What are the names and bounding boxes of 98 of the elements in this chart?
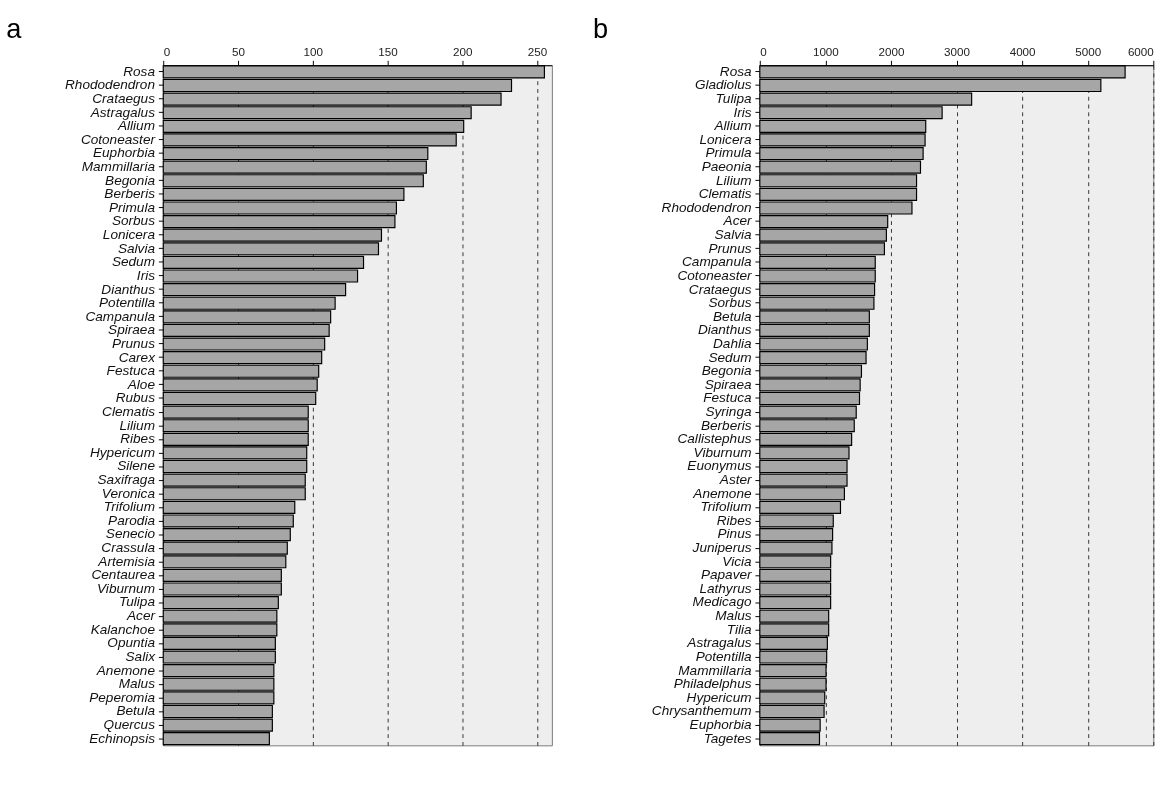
y-tick-label: Dianthus	[101, 281, 156, 297]
y-tick-label: Sedum	[111, 254, 155, 270]
y-tick-label: Callistephus	[677, 431, 752, 447]
y-tick-label: Aloe	[126, 376, 156, 392]
y-tick-label: Gladiolus	[694, 77, 752, 93]
y-tick-label: Begonia	[105, 172, 156, 188]
y-tick-label: Quercus	[103, 716, 156, 732]
y-tick-label: Berberis	[104, 186, 156, 202]
y-tick-label: Lonicera	[699, 131, 752, 147]
y-tick-label: Salix	[125, 648, 157, 664]
y-tick-label: Lilium	[119, 417, 155, 433]
y-tick-label: Vicia	[722, 553, 752, 569]
x-tick-label: 50	[231, 44, 246, 58]
y-tick-label: Ribes	[716, 512, 752, 528]
y-tick-label: Saxifraga	[97, 472, 156, 488]
y-tick-label: Malus	[118, 676, 156, 692]
y-tick-label: Malus	[715, 608, 752, 624]
x-tick-label: 0	[163, 44, 171, 58]
y-tick-label: Anemone	[692, 485, 752, 501]
x-tick-label: 4000	[1009, 44, 1037, 58]
y-tick-label: Silene	[117, 458, 156, 474]
y-tick-label: Sedum	[708, 349, 752, 365]
y-tick-label: Mammillaria	[81, 159, 156, 175]
y-tick-label: Iris	[136, 267, 156, 283]
y-tick-label: Astragalus	[686, 635, 752, 651]
y-tick-label: Cotoneaster	[80, 131, 156, 147]
y-tick-label: Euonymus	[687, 458, 752, 474]
y-tick-label: Lonicera	[102, 227, 156, 243]
x-tick-label: 6000	[1127, 44, 1155, 58]
x-tick-label: 3000	[944, 44, 971, 58]
y-tick-label: Allium	[713, 118, 752, 134]
y-tick-label: Papaver	[700, 567, 753, 583]
x-tick-label: 200	[452, 44, 473, 58]
y-tick-label: Primula	[705, 145, 752, 161]
y-tick-label: Artemisia	[97, 553, 156, 569]
y-tick-label: Crassula	[101, 540, 156, 556]
y-tick-label: Hypericum	[90, 444, 155, 460]
y-tick-label: Crataegus	[92, 90, 156, 106]
y-tick-label: Rubus	[115, 390, 156, 406]
y-tick-label: Acer	[722, 213, 753, 229]
y-tick-label: Betula	[713, 308, 752, 324]
x-tick-label: 100	[303, 44, 324, 58]
y-tick-label: Campanula	[85, 308, 156, 324]
y-tick-label: Carex	[118, 349, 157, 365]
y-tick-label: Acer	[126, 608, 156, 624]
y-tick-label: Viburnum	[97, 580, 155, 596]
y-tick-label: Senecio	[105, 526, 156, 542]
y-tick-label: Philadelphus	[673, 676, 752, 692]
y-tick-label: Trifolium	[103, 499, 155, 515]
y-tick-label: Clematis	[698, 186, 752, 202]
y-tick-label: Tulipa	[118, 594, 156, 610]
y-tick-label: Betula	[116, 703, 156, 719]
y-tick-label: Rhododendron	[661, 199, 752, 215]
y-tick-label: Ribes	[120, 431, 156, 447]
y-tick-label: Salvia	[117, 240, 156, 256]
x-tick-label: 5000	[1075, 44, 1102, 58]
y-tick-label: Peperomia	[89, 689, 156, 705]
y-tick-label: Tulipa	[715, 90, 752, 106]
x-tick-label: 2000	[878, 44, 905, 58]
y-tick-label: Crataegus	[688, 281, 752, 297]
x-tick-label: 250	[527, 44, 548, 58]
y-tick-label: Centaurea	[91, 567, 156, 583]
y-tick-label: Syringa	[705, 403, 752, 419]
y-tick-label: Lilium	[716, 172, 752, 188]
y-tick-label: Euphorbia	[92, 145, 156, 161]
y-tick-label: Prunus	[708, 240, 752, 256]
y-tick-label: Sorbus	[708, 295, 752, 311]
y-tick-label: Festuca	[106, 363, 156, 379]
x-tick-label: 1000	[812, 44, 840, 58]
chart-title: a	[6, 13, 23, 45]
y-tick-label: Pinus	[717, 526, 752, 542]
chart-title: b	[592, 13, 609, 45]
y-tick-label: Allium	[116, 118, 155, 134]
y-tick-label: Dianthus	[697, 322, 752, 338]
y-tick-label: Anemone	[95, 662, 156, 678]
y-tick-label: Trifolium	[700, 499, 752, 515]
y-tick-label: Paeonia	[701, 159, 752, 175]
y-tick-label: Campanula	[682, 254, 752, 270]
y-tick-label: Primula	[108, 199, 156, 215]
y-tick-label: Rosa	[123, 63, 156, 79]
x-tick-label: 0	[760, 44, 768, 58]
y-tick-label: Opuntia	[107, 635, 156, 651]
y-tick-label: Kalanchoe	[90, 621, 156, 637]
y-tick-label: Tilia	[726, 621, 752, 637]
y-tick-label: Begonia	[701, 363, 752, 379]
y-tick-label: Clematis	[102, 403, 156, 419]
y-tick-label: Mammillaria	[678, 662, 752, 678]
y-tick-label: Aster	[718, 472, 753, 488]
y-tick-label: Dahlia	[713, 335, 752, 351]
x-tick-label: 150	[378, 44, 399, 58]
y-tick-label: Euphorbia	[689, 716, 752, 732]
y-tick-label: Rhododendron	[65, 77, 155, 93]
y-tick-label: Rosa	[719, 63, 752, 79]
y-tick-label: Parodia	[108, 512, 156, 528]
y-tick-label: Salvia	[714, 227, 752, 243]
y-tick-label: Potentilla	[99, 295, 156, 311]
y-tick-label: Sorbus	[111, 213, 156, 229]
y-tick-label: Juniperus	[691, 540, 752, 556]
